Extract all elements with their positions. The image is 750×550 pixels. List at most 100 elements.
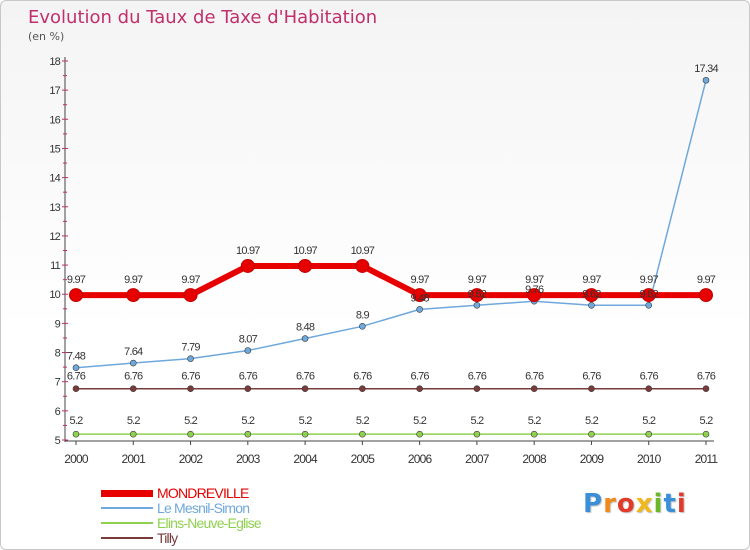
data-point [244, 385, 252, 392]
data-point [126, 288, 141, 303]
data-label: 9.76 [525, 284, 544, 296]
data-point [301, 335, 309, 342]
data-point [359, 322, 366, 330]
data-label: 6.76 [239, 371, 258, 383]
y-tick-label: 7 [55, 377, 61, 389]
data-label: 6.76 [296, 371, 315, 383]
data-point [129, 359, 137, 367]
chart-subtitle: (en %) [28, 30, 65, 43]
data-point [355, 258, 370, 273]
data-label: 9.97 [640, 274, 659, 286]
data-point [530, 430, 538, 438]
data-point [129, 385, 137, 392]
data-label: 5.2 [585, 415, 599, 427]
data-label: 6.76 [411, 371, 430, 383]
legend-swatch [101, 537, 153, 539]
data-label: 6.76 [697, 371, 716, 383]
data-point [129, 430, 137, 438]
legend-swatch [101, 507, 153, 509]
data-point [301, 385, 309, 392]
logo-letter: P [583, 489, 604, 519]
x-tick-label: 2000 [64, 452, 89, 466]
data-label: 8.07 [239, 333, 258, 345]
legend-label: Tilly [157, 530, 178, 546]
data-label: 10.97 [351, 245, 375, 257]
x-tick-label: 2005 [351, 452, 376, 466]
data-point [473, 302, 481, 309]
data-label: 9.97 [582, 274, 601, 286]
data-point [530, 385, 538, 392]
data-point [641, 288, 656, 303]
data-label: 6.76 [468, 371, 487, 383]
data-label: 5.2 [299, 415, 313, 427]
logo-letter: t [663, 489, 677, 519]
data-point [298, 258, 313, 273]
x-tick-label: 2007 [465, 452, 490, 466]
y-tick-label: 16 [49, 114, 60, 126]
x-tick-label: 2004 [293, 452, 318, 466]
data-label: 17.34 [694, 63, 718, 75]
data-point [584, 288, 599, 303]
y-tick-label: 6 [55, 406, 61, 418]
data-label: 9.97 [525, 274, 544, 286]
series-line-1 [75, 80, 707, 369]
data-label: 9.97 [697, 274, 716, 286]
data-label: 5.2 [413, 415, 427, 427]
data-label: 9.97 [124, 274, 143, 286]
y-tick-label: 18 [49, 56, 60, 68]
data-label: 8.48 [296, 322, 315, 334]
data-label: 6.76 [640, 371, 659, 383]
logo-letter: r [603, 489, 617, 519]
data-label: 9.97 [67, 274, 86, 286]
data-label: 7.79 [181, 342, 200, 354]
data-point [72, 430, 80, 438]
data-point [416, 430, 423, 438]
data-label: 10.97 [236, 245, 260, 257]
data-point [187, 355, 194, 362]
data-point [645, 385, 653, 392]
data-point [699, 288, 713, 303]
data-point [187, 430, 194, 438]
data-point [244, 347, 252, 354]
x-tick-label: 2002 [179, 452, 204, 466]
y-tick-label: 14 [49, 173, 60, 185]
data-label: 6.76 [582, 371, 601, 383]
y-tick-label: 9 [55, 318, 61, 330]
data-point [702, 430, 710, 438]
data-point [416, 385, 423, 392]
data-label: 6.76 [353, 371, 372, 383]
data-point [301, 430, 309, 438]
data-point [187, 385, 194, 392]
series-line-0 [76, 262, 706, 299]
legend-label: Elins-Neuve-Eglise [157, 515, 262, 531]
x-tick-label: 2009 [580, 452, 605, 466]
data-label: 6.76 [67, 371, 86, 383]
data-point [69, 288, 83, 303]
data-label: 5.2 [70, 415, 84, 427]
data-point [359, 385, 366, 392]
data-label: 5.2 [127, 415, 141, 427]
legend-swatch [101, 489, 153, 497]
data-label: 5.2 [241, 415, 255, 427]
data-point [702, 385, 710, 392]
logo-letter: o [616, 489, 636, 519]
data-label: 5.2 [700, 415, 714, 427]
data-point [359, 430, 366, 438]
data-label: 9.62 [468, 288, 487, 300]
data-label: 8.9 [356, 309, 370, 321]
data-point [588, 385, 595, 392]
data-label: 5.2 [356, 415, 370, 427]
x-tick-label: 2001 [122, 452, 147, 466]
y-tick-label: 17 [49, 85, 60, 97]
data-point [240, 258, 255, 273]
y-tick-label: 10 [49, 289, 60, 301]
data-point [244, 430, 252, 438]
data-label: 6.76 [181, 371, 200, 383]
data-point [469, 288, 484, 303]
data-label: 5.2 [184, 415, 198, 427]
logo-letter: x [635, 489, 654, 519]
proxiti-logo: Proxiti [583, 489, 687, 519]
data-label: 6.76 [124, 371, 143, 383]
data-point [72, 364, 80, 371]
